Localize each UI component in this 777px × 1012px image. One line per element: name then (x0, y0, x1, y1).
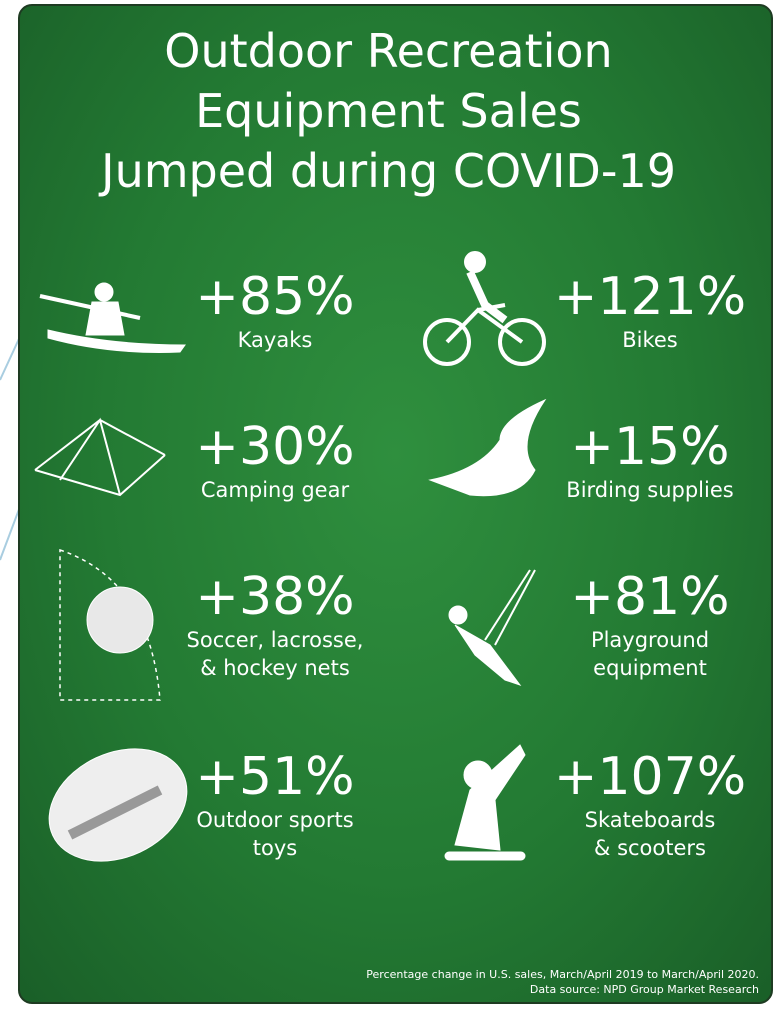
stat-label: Birding supplies (566, 478, 734, 502)
stat-value: +81% (570, 567, 730, 627)
title-line: Outdoor Recreation (164, 24, 613, 78)
title-line: Jumped during COVID-19 (101, 144, 676, 198)
tent-icon (34, 417, 166, 497)
stat-value: +121% (553, 267, 747, 327)
bird-icon (428, 398, 547, 497)
swing-icon (448, 569, 536, 686)
stat-label: & scooters (594, 836, 706, 860)
footnote-line: Data source: NPD Group Market Research (529, 983, 759, 996)
kayak-icon (39, 282, 186, 353)
footnote-line: Percentage change in U.S. sales, March/A… (366, 968, 759, 981)
stat-value: +107% (553, 747, 747, 807)
stat-label: Playground (590, 628, 710, 652)
stat-value: +51% (195, 747, 355, 807)
panel (18, 4, 773, 1004)
football-icon (48, 748, 188, 862)
title-line: Equipment Sales (195, 84, 582, 138)
stat-label: & hockey nets (200, 656, 350, 680)
stat-label: Camping gear (200, 478, 350, 502)
stat-label: equipment (593, 656, 707, 680)
net-icon (59, 548, 161, 701)
skater-icon (444, 744, 526, 861)
stat-label: Outdoor sports (196, 808, 354, 832)
stat-label: Skateboards (584, 808, 716, 832)
stat-value: +30% (195, 417, 355, 477)
bike-icon (423, 251, 546, 366)
stat-label: Bikes (622, 328, 678, 352)
stat-value: +38% (195, 567, 355, 627)
stat-label: Soccer, lacrosse, (186, 628, 364, 652)
stat-value: +15% (570, 417, 730, 477)
stat-label: Kayaks (237, 328, 313, 352)
stat-label: toys (252, 836, 298, 860)
stat-value: +85% (195, 267, 355, 327)
